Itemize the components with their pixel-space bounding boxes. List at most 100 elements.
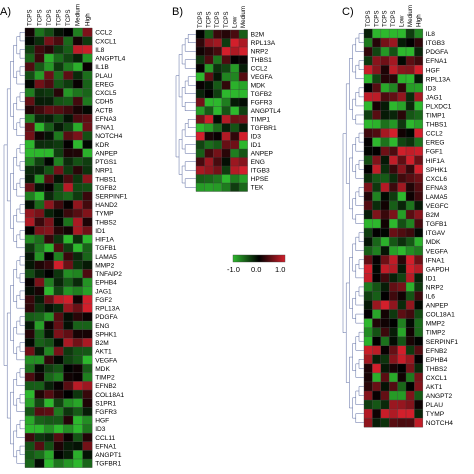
dendrogram-branch — [16, 148, 20, 167]
row-label: CCL2 — [426, 131, 443, 138]
heatmap-cell — [380, 191, 390, 201]
heatmap-cell — [25, 424, 35, 434]
heatmap-cell — [196, 174, 205, 183]
dendrogram-branch — [355, 390, 364, 405]
heatmap-cell — [53, 114, 64, 123]
heatmap-cell — [25, 295, 35, 304]
heatmap-cell — [364, 83, 373, 93]
row-label: ANPEP — [426, 303, 449, 310]
heatmap-cell — [389, 210, 398, 220]
heatmap-cell — [406, 155, 415, 165]
heatmap-cell — [406, 264, 415, 274]
heatmap-cell — [82, 372, 93, 382]
row-label: JAG1 — [426, 94, 443, 101]
dendrogram-branch — [355, 191, 364, 206]
row-label: HIF1A — [426, 158, 445, 165]
dendrogram-branch — [13, 103, 17, 130]
heatmap-cell — [73, 407, 83, 416]
heatmap-cell — [372, 237, 381, 247]
row-label: ENG — [95, 323, 109, 330]
row-label: FGFR3 — [95, 409, 117, 416]
heatmap-cell — [53, 441, 64, 451]
heatmap-cell — [372, 391, 381, 401]
row-label: PLAU — [426, 402, 443, 409]
heatmap-cell — [73, 165, 83, 175]
heatmap-cell — [25, 260, 35, 270]
heatmap-cell — [34, 252, 45, 261]
heatmap-cell — [63, 226, 73, 235]
heatmap-cell — [73, 191, 83, 201]
heatmap-cell — [372, 318, 381, 328]
dendrogram-branch — [358, 386, 364, 396]
column-header: High — [415, 14, 422, 27]
row-label: JAG1 — [95, 288, 112, 295]
heatmap-cell — [372, 400, 381, 410]
row-label: CCL2 — [251, 66, 268, 73]
heatmap-cell — [73, 148, 83, 158]
heatmap-cell — [53, 53, 64, 63]
dendrogram-branch — [16, 70, 25, 85]
heatmap-cell — [34, 140, 45, 149]
heatmap-cell — [34, 209, 45, 218]
heatmap-cell — [397, 65, 406, 75]
row-label: VEGFA — [426, 248, 449, 255]
heatmap-cell — [34, 390, 45, 399]
heatmap-cell — [63, 157, 73, 166]
heatmap-cell — [372, 345, 381, 355]
dendrogram-branch — [16, 96, 25, 111]
heatmap-cell — [406, 65, 415, 75]
heatmap-cell — [44, 209, 54, 218]
dendrogram-branch — [19, 342, 25, 352]
heatmap-cell — [25, 407, 35, 416]
heatmap-cell — [53, 191, 64, 201]
heatmap-cell — [34, 329, 45, 339]
heatmap-cell — [414, 56, 423, 66]
row-label: ANGPT1 — [95, 452, 122, 459]
heatmap-cell — [204, 183, 214, 192]
heatmap-cell — [213, 98, 222, 107]
heatmap-cell — [53, 217, 64, 227]
heatmap-cell — [397, 354, 406, 364]
heatmap-cell — [414, 92, 423, 102]
heatmap-cell — [63, 407, 73, 416]
heatmap-cell — [364, 119, 373, 129]
dendrogram-branch — [355, 164, 364, 179]
heatmap-cell — [372, 29, 381, 39]
row-label: TIMP2 — [426, 330, 446, 337]
heatmap-cell — [204, 81, 214, 90]
row-label: TYMP — [95, 211, 114, 218]
row-label: S1PR1 — [95, 400, 116, 407]
heatmap-cell — [34, 200, 45, 210]
heatmap-cell — [372, 418, 381, 428]
heatmap-cell — [389, 65, 398, 75]
heatmap-cell — [389, 345, 398, 355]
heatmap-cell — [389, 119, 398, 129]
heatmap-cell — [380, 327, 390, 337]
heatmap-cell — [380, 38, 390, 48]
heatmap-cell — [196, 106, 205, 115]
heatmap-cell — [397, 146, 406, 156]
heatmap-cell — [82, 381, 93, 391]
dendrogram-branch — [10, 391, 14, 445]
heatmap-cell — [204, 64, 214, 73]
dendrogram-branch — [13, 44, 17, 78]
heatmap-cell — [389, 309, 398, 319]
heatmap-cell — [73, 243, 83, 253]
heatmap-cell — [44, 96, 54, 106]
heatmap-cell — [414, 155, 423, 165]
heatmap-cell — [414, 146, 423, 156]
dendrogram-branch — [19, 316, 25, 326]
heatmap-cell — [34, 71, 45, 80]
heatmap-cell — [364, 309, 373, 319]
heatmap-cell — [82, 131, 93, 141]
heatmap-cell — [63, 321, 73, 330]
heatmap-cell — [406, 246, 415, 256]
heatmap-cell — [53, 174, 64, 184]
row-label: SERPINF1 — [95, 194, 128, 201]
heatmap-cell — [25, 36, 35, 46]
heatmap-cell — [397, 119, 406, 129]
heatmap-cell — [364, 282, 373, 292]
heatmap-cell — [25, 243, 35, 253]
dendrogram-branch — [355, 37, 364, 52]
heatmap-cell — [44, 286, 54, 296]
